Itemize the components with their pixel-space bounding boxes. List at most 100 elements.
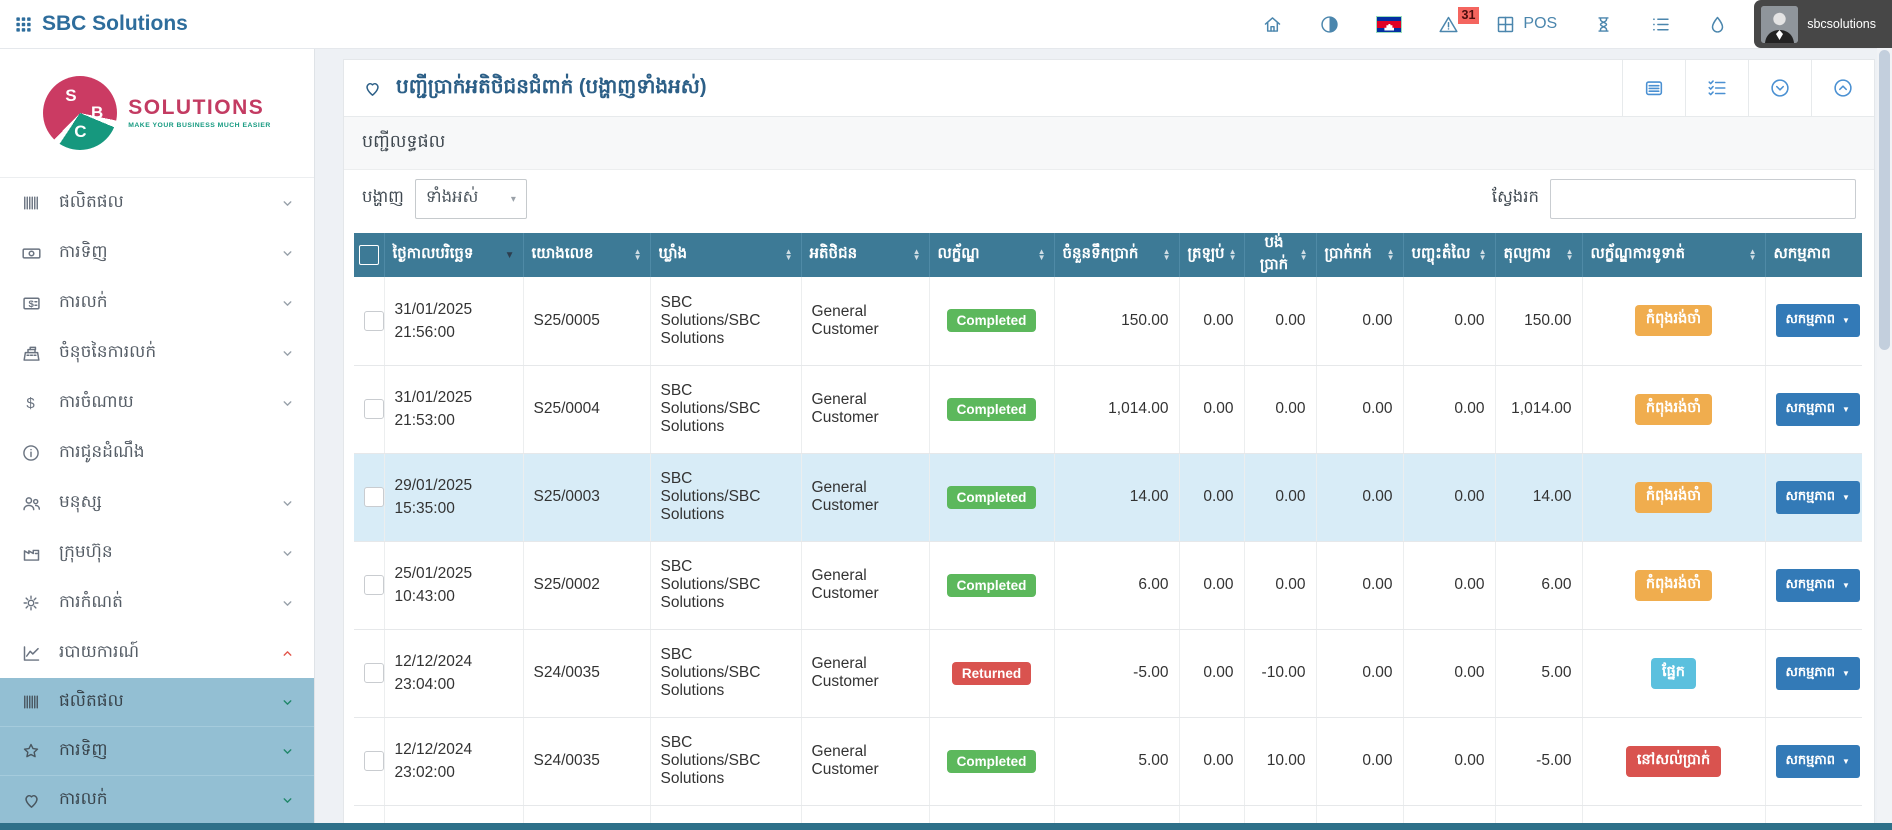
sidebar-item-10[interactable]: ផលិតផល [0, 678, 314, 727]
column-header-0[interactable]: ថ្ងៃកាលបរិច្ឆេទ ▼ [384, 233, 524, 277]
sidebar-item-0[interactable]: ផលិតផល [0, 178, 314, 228]
clean-icon[interactable] [1707, 14, 1728, 35]
sort-icon: ▲ ▼ [1228, 247, 1237, 262]
brand-title: SBC Solutions [42, 12, 188, 35]
sidebar-item-3[interactable]: ចំនុចនៃការលក់ [0, 328, 314, 378]
sidebar-logo[interactable]: S B C SOLUTIONS MAKE YOUR BUSINESS MUCH … [0, 49, 314, 178]
row-select-cell [354, 365, 385, 454]
chevron-down-icon [281, 397, 294, 410]
sidebar-item-4[interactable]: $ ការចំណាយ [0, 378, 314, 428]
topbar: SBC Solutions 31 POS sbcsolutions [0, 0, 1892, 49]
action-button[interactable]: សកម្មភាព ▼ [1775, 480, 1860, 514]
select-all-checkbox[interactable] [358, 245, 379, 265]
sidebar-item-12[interactable]: ការលក់ [0, 776, 314, 825]
returned-cell: 0.00 [1179, 629, 1245, 718]
action-button[interactable]: សកម្មភាព ▼ [1775, 568, 1860, 602]
heart-icon [362, 78, 383, 99]
sidebar-item-8[interactable]: ការកំណត់ [0, 578, 314, 628]
row-checkbox[interactable] [364, 399, 384, 419]
column-header-9[interactable]: បញ្ចុះតំលៃ ▲ ▼ [1403, 233, 1496, 277]
deposit-cell: 0.00 [1316, 277, 1404, 366]
heart-icon [20, 790, 42, 811]
action-button[interactable]: សកម្មភាព ▼ [1775, 392, 1860, 426]
sidebar-item-11[interactable]: ការទិញ [0, 727, 314, 776]
pos-icon[interactable]: POS [1495, 14, 1557, 35]
status-badge: Completed [946, 749, 1037, 773]
show-select[interactable]: ទាំងអស់ ▾ [414, 179, 527, 219]
report-panel: បញ្ជីប្រាក់អតិថិជនជំពាក់ (បង្ហាញទាំងអស់)… [343, 59, 1875, 830]
archive-icon[interactable] [1622, 60, 1685, 116]
balance-cell: -5.00 [1495, 717, 1583, 806]
column-header-1[interactable]: យោងលេខ ▲ ▼ [523, 233, 651, 277]
hourglass-icon[interactable] [1593, 14, 1614, 35]
sidebar-item-9[interactable]: របាយការណ៍ [0, 628, 314, 678]
list-icon[interactable] [1650, 14, 1671, 35]
cambodia-flag-icon[interactable] [1376, 15, 1403, 33]
payment-status-cell: កំពុងរង់ចាំ [1582, 541, 1766, 630]
column-header-5[interactable]: ចំនួនទឹកប្រាក់ ▲ ▼ [1054, 233, 1180, 277]
sort-icon: ▲ ▼ [1037, 247, 1046, 262]
date-cell: 25/01/2025 10:43:00 [384, 541, 524, 630]
sidebar-item-6[interactable]: មនុស្ស [0, 478, 314, 528]
sidebar-item-5[interactable]: ការជូនដំណឹង [0, 428, 314, 478]
column-header-11[interactable]: លក្ខ័ណ្ឌការទូទាត់ ▲ ▼ [1582, 233, 1766, 277]
checklist-icon[interactable] [1685, 60, 1748, 116]
returned-cell: 0.00 [1179, 365, 1245, 454]
brand[interactable]: SBC Solutions [14, 12, 188, 36]
alerts-icon[interactable]: 31 [1438, 6, 1480, 35]
column-label: ចំនួនទឹកប្រាក់ [1062, 245, 1139, 262]
customer-cell: General Customer [801, 365, 930, 454]
row-checkbox[interactable] [364, 310, 384, 331]
status-badge: Completed [946, 309, 1037, 333]
chevron-down-icon [281, 547, 294, 560]
home-icon[interactable] [1262, 14, 1283, 35]
expand-circle-icon[interactable] [1811, 60, 1874, 116]
date-cell: 31/01/2025 21:53:00 [384, 365, 524, 454]
select-caret-icon: ▾ [510, 193, 516, 205]
sidebar-item-2[interactable]: $ ការលក់ [0, 278, 314, 328]
action-button[interactable]: សកម្មភាព ▼ [1775, 304, 1860, 338]
column-header-4[interactable]: លក្ខ័ណ្ឌ ▲ ▼ [929, 233, 1055, 277]
column-header-2[interactable]: ឃ្លាំង ▲ ▼ [650, 233, 802, 277]
scrollbar-thumb[interactable] [1879, 50, 1890, 350]
action-button[interactable]: សកម្មភាព ▼ [1775, 744, 1860, 778]
discount-cell: 0.00 [1403, 453, 1496, 542]
collapse-circle-icon[interactable] [1748, 60, 1811, 116]
filter-row: បង្ហាញ ទាំងអស់ ▾ ស្វែងរក [344, 170, 1874, 228]
caret-down-icon: ▼ [1842, 756, 1850, 766]
paid-cell: 0.00 [1244, 541, 1317, 630]
sidebar-item-1[interactable]: ការទិញ [0, 228, 314, 278]
reference-cell: S24/0035 [523, 717, 651, 806]
column-label: ឃ្លាំង [658, 245, 688, 262]
search-label: ស្វែងរក [1491, 188, 1539, 206]
sidebar-item-label: ការកំណត់ [59, 591, 123, 611]
sidebar-item-7[interactable]: ក្រុមហ៊ុន [0, 528, 314, 578]
vertical-scrollbar[interactable] [1877, 48, 1892, 830]
row-checkbox[interactable] [364, 663, 384, 683]
search-input[interactable] [1550, 179, 1856, 219]
sidebar-item-label: ការលក់ [59, 291, 108, 311]
horizontal-scrollbar[interactable] [0, 823, 1892, 830]
action-button[interactable]: សកម្មភាព ▼ [1775, 656, 1860, 690]
row-checkbox[interactable] [364, 575, 384, 595]
reference-cell: S25/0003 [523, 453, 651, 542]
row-checkbox[interactable] [364, 487, 384, 507]
table-row: 31/01/2025 21:53:00 S25/0004 SBC Solutions/… [354, 365, 1862, 454]
column-header-10[interactable]: តុល្យការ ▲ ▼ [1495, 233, 1583, 277]
sidebar: S B C SOLUTIONS MAKE YOUR BUSINESS MUCH … [0, 49, 315, 830]
sidebar-item-label: ផលិតផល [59, 690, 124, 710]
row-checkbox[interactable] [364, 751, 384, 771]
column-header-3[interactable]: អតិថិជន ▲ ▼ [801, 233, 930, 277]
column-header-7[interactable]: បង់ប្រាក់ ▲ ▼ [1244, 233, 1317, 277]
chevron-down-icon [281, 597, 294, 610]
column-header-8[interactable]: ប្រាក់កក់ ▲ ▼ [1316, 233, 1404, 277]
main-area: បញ្ជីប្រាក់អតិថិជនជំពាក់ (បង្ហាញទាំងអស់)… [315, 49, 1892, 830]
payment-status-cell: ផ្នែក [1582, 629, 1766, 718]
user-menu[interactable]: sbcsolutions [1754, 0, 1892, 48]
contrast-icon[interactable] [1319, 14, 1340, 35]
alert-count-badge: 31 [1457, 6, 1480, 24]
warehouse-cell: SBC Solutions/SBC Solutions [650, 365, 802, 454]
status-badge: Completed [946, 573, 1037, 597]
column-header-6[interactable]: ត្រឡប់ ▲ ▼ [1179, 233, 1245, 277]
action-cell: សកម្មភាព▼ [1765, 453, 1862, 542]
